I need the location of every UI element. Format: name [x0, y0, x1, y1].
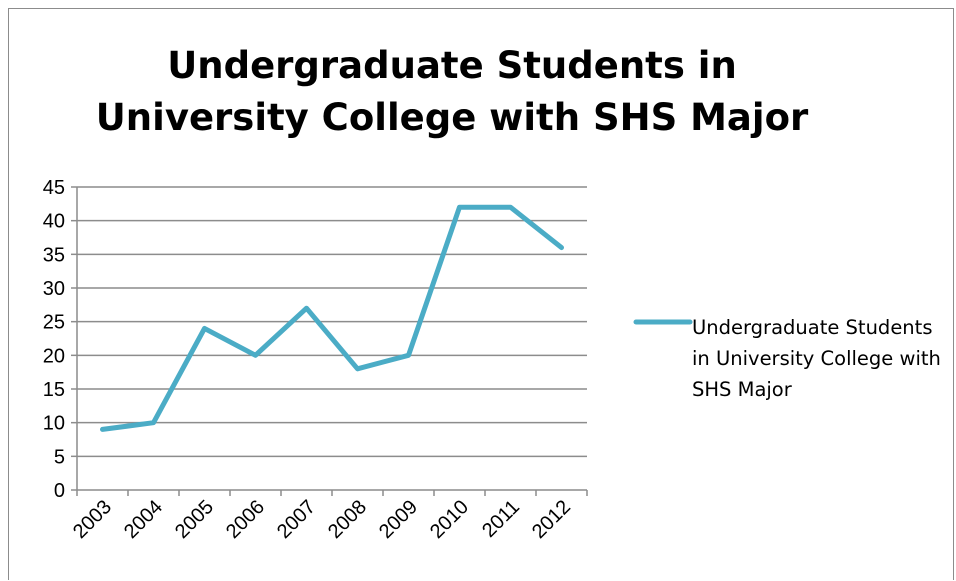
y-tick-labels: 0 5 10 15 20 25 30 35 40 45	[43, 177, 65, 502]
series-lines	[100, 204, 564, 432]
legend-label: Undergraduate Students in University Col…	[692, 316, 941, 401]
x-tick-label: 2003	[69, 496, 116, 543]
axes	[71, 186, 588, 496]
chart-title-line-1: Undergraduate Students in	[167, 44, 737, 87]
x-tick-label: 2008	[324, 496, 371, 543]
x-tick-label: 2005	[171, 496, 218, 543]
x-tick-labels: 2003 2004 2005 2006 2007 2008 2009 2010 2011 2012	[69, 496, 575, 543]
y-tick-label: 10	[43, 413, 65, 435]
chart-frame	[8, 8, 954, 580]
series-line	[100, 204, 564, 432]
y-tick-label: 40	[43, 211, 65, 233]
y-tick-label: 35	[43, 244, 65, 266]
x-tick-label: 2012	[528, 496, 575, 543]
chart-title-line-2: University College with SHS Major	[95, 96, 809, 139]
y-tick-label: 0	[54, 480, 65, 502]
x-tick-label: 2007	[273, 496, 320, 543]
x-tick-label: 2004	[120, 496, 167, 543]
y-tick-label: 25	[43, 312, 65, 334]
chart-title: Undergraduate Students in University Col…	[0, 40, 904, 144]
x-tick-label: 2011	[478, 496, 524, 542]
y-tick-label: 20	[43, 345, 65, 367]
x-tick-label: 2010	[426, 496, 473, 543]
y-tick-label: 15	[43, 379, 65, 401]
y-tick-label: 5	[54, 446, 65, 468]
gridlines	[77, 186, 587, 458]
x-tick-label: 2006	[222, 496, 269, 543]
y-tick-label: 30	[43, 278, 65, 300]
x-tick-label: 2009	[375, 496, 422, 543]
y-tick-label: 45	[43, 177, 65, 199]
